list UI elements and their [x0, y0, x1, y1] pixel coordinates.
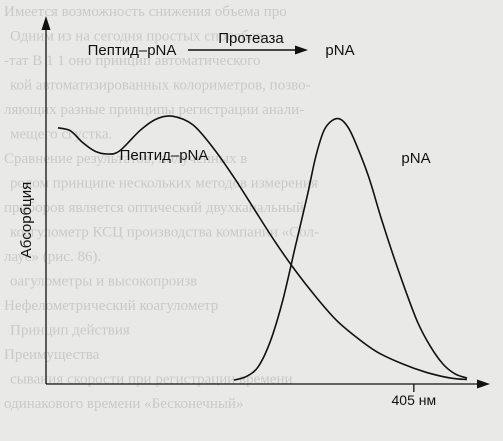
background-page-text: Имеется возможность снижения объема про О… — [4, 4, 319, 412]
reaction-enzyme: Протеаза — [218, 30, 284, 47]
background-text-line: оагулометры и высокопроизв — [10, 274, 197, 290]
series-line-peptide-pna — [57, 115, 468, 381]
reaction-product: pNA — [325, 42, 354, 59]
annotation-pna: pNA — [401, 150, 430, 167]
y-axis-arrow-icon — [41, 16, 51, 30]
background-text-line: Одним из на сегодня простых способов — [10, 29, 263, 45]
reaction-arrow-icon — [295, 45, 308, 55]
background-text-line: коагулометр КСЦ производства компании «С… — [10, 225, 319, 241]
background-text-line: одинакового времени «Бесконечный» — [4, 396, 243, 412]
x-axis-arrow-icon — [477, 379, 490, 389]
background-text-line: Сравнение результатов, полученных в — [4, 151, 247, 167]
series-line-pna — [233, 117, 468, 381]
background-text-line: кой автоматизированных колориметров, поз… — [10, 78, 311, 94]
background-text-line: Имеется возможность снижения объема про — [4, 4, 287, 20]
background-text-line: лаус» (рис. 86). — [4, 249, 101, 265]
background-text-line: Преимущества — [4, 347, 100, 363]
series-lines — [57, 115, 468, 381]
reaction-scheme: Пептид–pNA Протеаза pNA — [88, 30, 355, 59]
background-text-line: мещего сгустка. — [10, 127, 112, 143]
background-text-line: Нефелометрический коагулометр — [4, 298, 218, 314]
reaction-reactant: Пептид–pNA — [88, 42, 177, 59]
background-text-line: ролом принципе нескольких методов измере… — [10, 176, 318, 192]
x-ticks: 405 нм — [392, 384, 437, 408]
background-text-line: приборов является оптический двухканальн… — [4, 200, 304, 216]
annotation-peptide-pna: Пептид–pNA — [120, 147, 209, 164]
background-text-line: Принцип действия — [10, 323, 130, 339]
background-text-line: -тат В 1 1 оно принцип автоматического — [4, 53, 260, 69]
y-axis-label: Абсорбция — [18, 182, 35, 258]
background-text-line: ляющих разные принципы регистрации анали… — [4, 102, 304, 118]
plot-area: 405 нм Абсорбция Пептид–pNA pNA — [18, 16, 490, 408]
x-tick-label: 405 нм — [392, 392, 437, 408]
